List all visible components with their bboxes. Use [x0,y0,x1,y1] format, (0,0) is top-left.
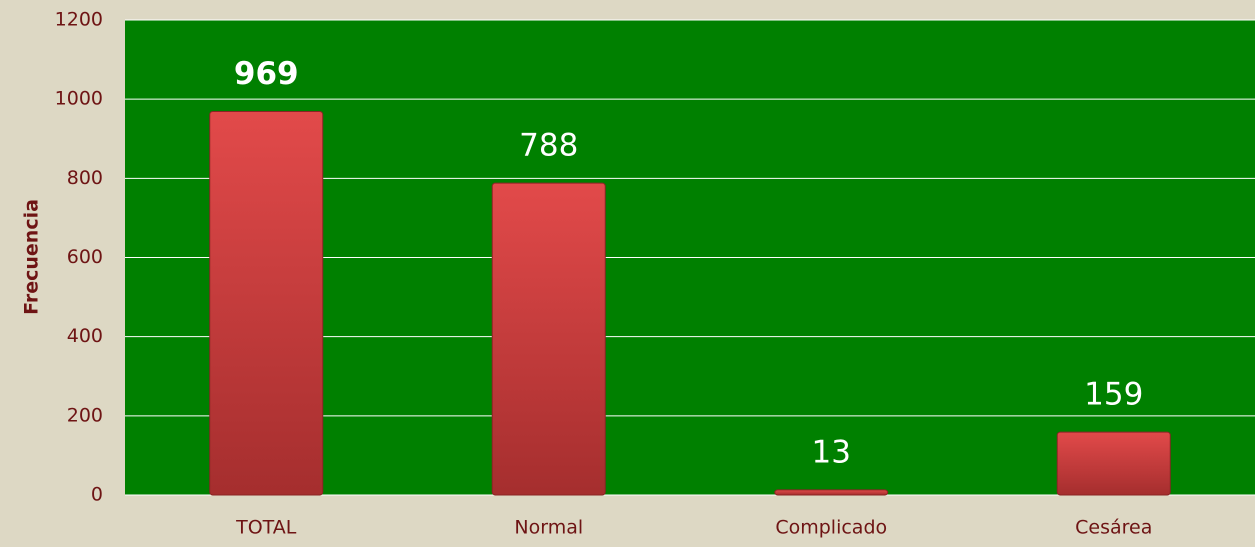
y-tick-label: 800 [67,167,103,189]
bar [491,182,606,496]
x-tick-label: Complicado [775,517,887,539]
bar [209,110,324,496]
y-tick-label: 200 [67,404,103,426]
y-axis-label: Frecuencia [21,199,43,315]
y-tick-label: 1000 [55,88,103,110]
bar [1056,431,1171,496]
y-tick-label: 1200 [55,9,103,31]
x-tick-label: Normal [514,517,583,539]
x-tick-label: Cesárea [1075,517,1152,539]
y-tick-label: 600 [67,246,103,268]
data-label: 969 [234,56,299,92]
data-label: 159 [1084,377,1143,413]
data-label: 13 [812,434,851,470]
bar [774,489,889,496]
y-tick-label: 0 [91,484,103,506]
y-tick-label: 400 [67,325,103,347]
x-tick-label: TOTAL [235,517,297,539]
data-label: 788 [519,128,578,164]
